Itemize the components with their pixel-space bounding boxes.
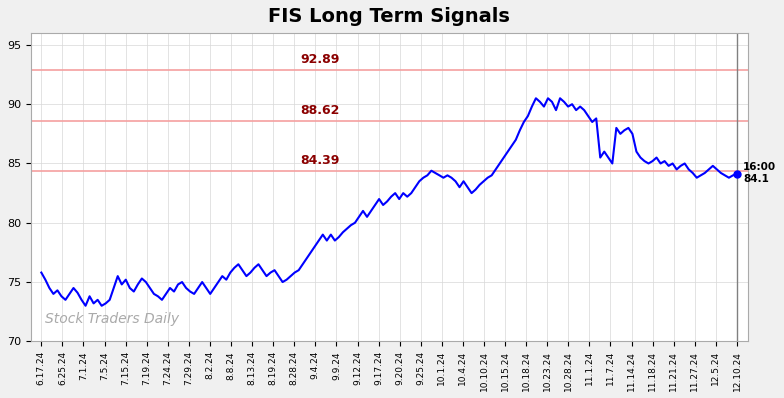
Text: Stock Traders Daily: Stock Traders Daily (45, 312, 180, 326)
Text: 84.39: 84.39 (300, 154, 339, 167)
Text: 16:00
84.1: 16:00 84.1 (743, 162, 776, 184)
Text: 92.89: 92.89 (300, 53, 339, 66)
Title: FIS Long Term Signals: FIS Long Term Signals (268, 7, 510, 26)
Text: 88.62: 88.62 (300, 104, 339, 117)
